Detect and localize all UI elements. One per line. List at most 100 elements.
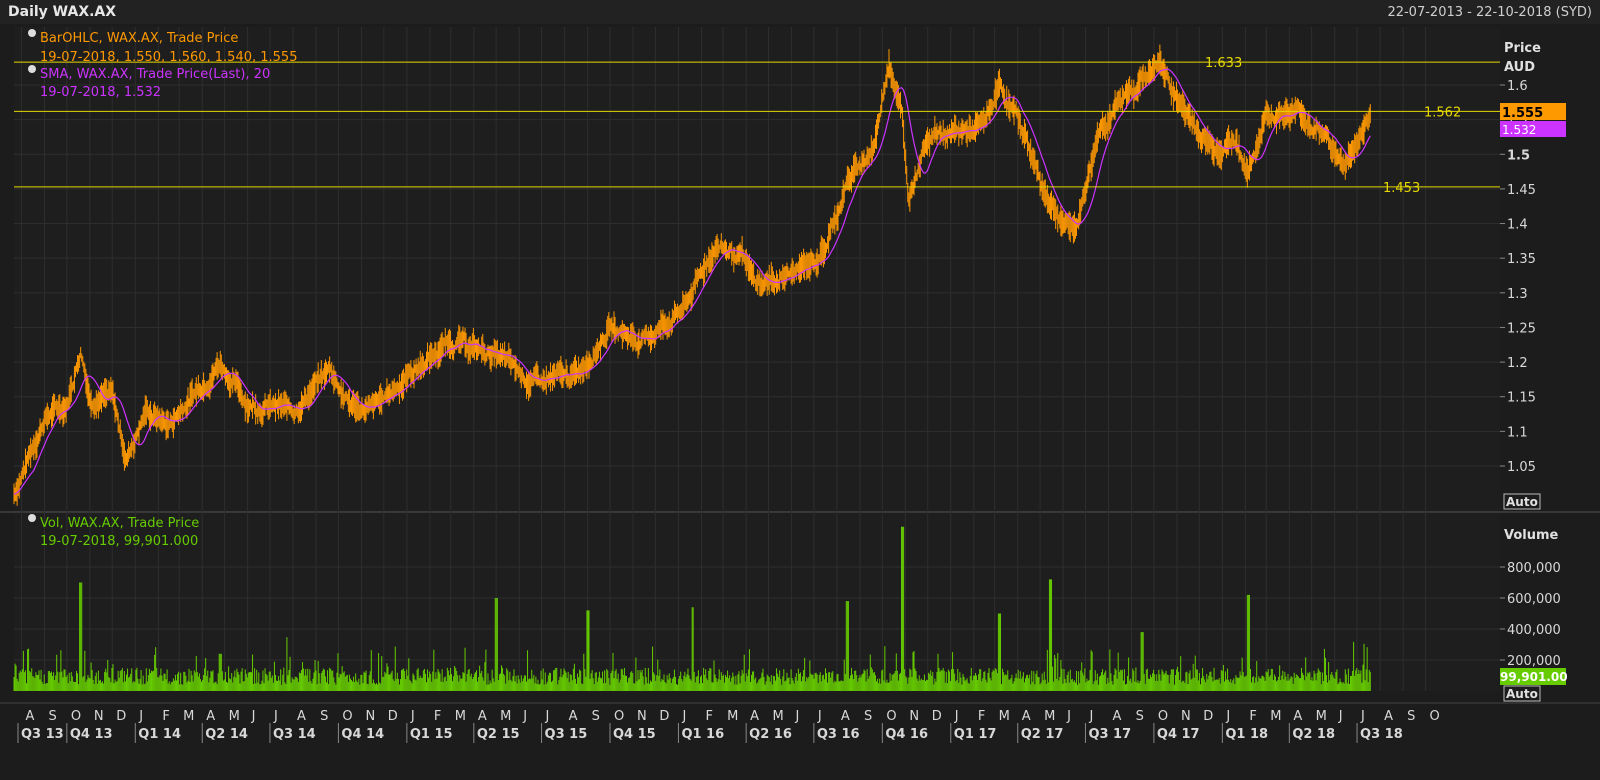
volume-axis: Volume 800,000 600,000 400,000 200,000 99,9… (1500, 528, 1568, 702)
month-label: N (1181, 709, 1191, 724)
quarter-label: Q3 16 (817, 727, 860, 742)
volume-tick-label: 400,000 (1507, 623, 1561, 638)
month-label: S (320, 709, 328, 724)
horizontal-lines: 1.633 1.562 1.453 (14, 56, 1500, 196)
month-label: J (1225, 709, 1230, 724)
reference-line-label: 1.633 (1205, 56, 1242, 71)
month-label: M (999, 709, 1010, 724)
volume-auto-label[interactable]: Auto (1506, 687, 1538, 701)
quarter-label: Q1 18 (1225, 727, 1268, 742)
month-label: J (1338, 709, 1343, 724)
reference-line-label: 1.562 (1424, 105, 1461, 120)
month-label: S (864, 709, 872, 724)
quarter-label: Q4 13 (70, 727, 113, 742)
month-label: A (206, 709, 215, 724)
price-tick-label: 1.2 (1507, 356, 1528, 371)
last-price-marker (1500, 103, 1566, 120)
last-volume-label: 99,901.00 (1500, 670, 1568, 684)
date-range: 22-07-2013 - 22-10-2018 (SYD) (1387, 5, 1592, 20)
price-tick-label: 1.1 (1507, 425, 1528, 440)
month-label: A (1022, 709, 1031, 724)
month-label: S (592, 709, 600, 724)
month-label: F (706, 709, 713, 724)
month-label: S (1136, 709, 1144, 724)
price-tick-label: 1.35 (1507, 252, 1536, 267)
chart-title: Daily WAX.AX (8, 4, 117, 20)
month-label: O (614, 709, 624, 724)
legend-toggle-icon[interactable] (28, 29, 36, 37)
month-label: D (1203, 709, 1213, 724)
month-label: O (1158, 709, 1168, 724)
quarter-label: Q2 14 (205, 727, 248, 742)
month-label: N (909, 709, 919, 724)
month-label: D (932, 709, 942, 724)
month-label: J (681, 709, 686, 724)
volume-legend: Vol, WAX.AX, Trade Price 19-07-2018, 99,… (28, 514, 199, 549)
quarter-label: Q1 17 (954, 727, 997, 742)
legend-toggle-icon[interactable] (28, 65, 36, 73)
last-volume-marker (1500, 668, 1566, 685)
price-auto-button[interactable] (1503, 493, 1541, 510)
quarter-label: Q1 14 (138, 727, 181, 742)
volume-bars (13, 526, 1371, 691)
quarter-label: Q3 14 (273, 727, 316, 742)
month-label: A (841, 709, 850, 724)
month-label: A (297, 709, 306, 724)
month-label: J (817, 709, 822, 724)
quarter-label: Q2 17 (1021, 727, 1064, 742)
volume-tick-label: 200,000 (1507, 654, 1561, 669)
quarter-label: Q3 18 (1360, 727, 1403, 742)
month-label: A (1113, 709, 1122, 724)
quarter-label: Q1 16 (681, 727, 724, 742)
month-label: M (1270, 709, 1281, 724)
volume-tick-label: 800,000 (1507, 561, 1561, 576)
month-label: M (772, 709, 783, 724)
quarter-label: Q3 15 (545, 727, 588, 742)
month-label: F (434, 709, 441, 724)
month-label: A (1384, 709, 1393, 724)
month-label: J (138, 709, 143, 724)
month-label: D (388, 709, 398, 724)
month-label: M (500, 709, 511, 724)
month-label: D (116, 709, 126, 724)
quarter-label: Q4 17 (1157, 727, 1200, 742)
volume-axis-title: Volume (1504, 528, 1559, 543)
price-axis-unit: AUD (1504, 60, 1535, 75)
month-label: O (342, 709, 352, 724)
month-label: A (478, 709, 487, 724)
month-label: O (886, 709, 896, 724)
volume-auto-button[interactable] (1503, 685, 1541, 702)
month-label: M (727, 709, 738, 724)
month-label: J (1360, 709, 1365, 724)
price-tick-label: 1.6 (1507, 79, 1528, 94)
month-label: F (1249, 709, 1256, 724)
last-price-label: 1.555 (1502, 106, 1543, 121)
month-label: N (365, 709, 375, 724)
month-label: F (162, 709, 169, 724)
volume-panel (14, 513, 1500, 691)
price-legend-values: 19-07-2018, 1.550, 1.560, 1.540, 1.555 (40, 50, 297, 65)
quarter-label: Q2 16 (749, 727, 792, 742)
month-label: J (545, 709, 550, 724)
month-label: M (229, 709, 240, 724)
quarter-label: Q3 17 (1088, 727, 1131, 742)
month-label: J (954, 709, 959, 724)
grid-lines (14, 27, 1500, 691)
month-label: S (1407, 709, 1415, 724)
sma-legend-label: SMA, WAX.AX, Trade Price(Last), 20 (40, 67, 270, 82)
price-legend-label: BarOHLC, WAX.AX, Trade Price (40, 31, 238, 46)
quarter-label: Q4 14 (341, 727, 384, 742)
volume-legend-values: 19-07-2018, 99,901.000 (40, 534, 198, 549)
month-label: M (1044, 709, 1055, 724)
quarter-label: Q2 18 (1292, 727, 1335, 742)
legend-toggle-icon[interactable] (28, 514, 36, 522)
price-auto-label[interactable]: Auto (1506, 495, 1538, 509)
month-label: J (1066, 709, 1071, 724)
quarter-label: Q4 15 (613, 727, 656, 742)
month-label: O (1429, 709, 1439, 724)
volume-legend-label: Vol, WAX.AX, Trade Price (40, 516, 199, 531)
sma-legend-values: 19-07-2018, 1.532 (40, 85, 161, 100)
month-label: F (978, 709, 985, 724)
